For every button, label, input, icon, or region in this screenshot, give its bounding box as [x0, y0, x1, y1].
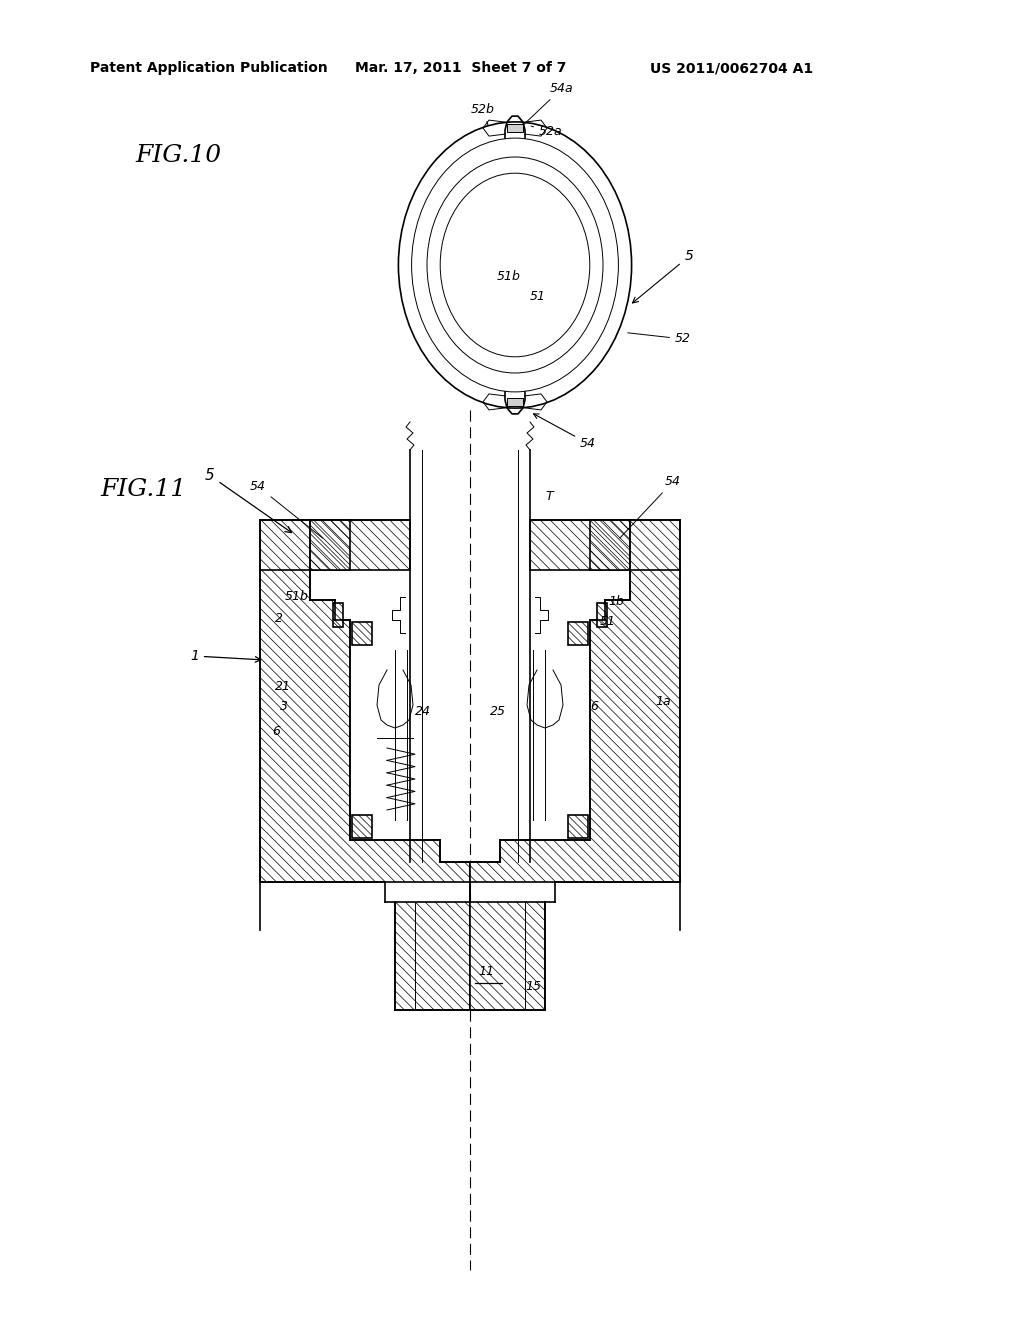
Text: 21: 21 — [275, 680, 291, 693]
Text: 54: 54 — [250, 480, 323, 539]
Text: 52b: 52b — [471, 103, 495, 125]
Polygon shape — [568, 622, 588, 645]
Text: Patent Application Publication: Patent Application Publication — [90, 61, 328, 75]
Polygon shape — [470, 520, 680, 1010]
Text: 6: 6 — [590, 700, 598, 713]
Bar — [507, 124, 523, 132]
Polygon shape — [310, 520, 350, 570]
Text: 25: 25 — [490, 705, 506, 718]
Text: 1b: 1b — [608, 595, 624, 609]
Text: 11: 11 — [478, 965, 494, 978]
Text: 24: 24 — [415, 705, 431, 718]
Polygon shape — [260, 520, 470, 1010]
Text: 5: 5 — [633, 249, 693, 304]
Text: 51b: 51b — [285, 590, 309, 603]
Text: 52: 52 — [628, 333, 691, 346]
Text: US 2011/0062704 A1: US 2011/0062704 A1 — [650, 61, 813, 75]
Text: Mar. 17, 2011  Sheet 7 of 7: Mar. 17, 2011 Sheet 7 of 7 — [355, 61, 566, 75]
Polygon shape — [352, 814, 372, 838]
Polygon shape — [333, 603, 343, 627]
Text: 1: 1 — [190, 649, 261, 663]
Text: T: T — [545, 490, 553, 503]
Text: 3: 3 — [280, 700, 288, 713]
Text: 51b: 51b — [497, 271, 521, 282]
Text: 51: 51 — [530, 290, 546, 304]
Polygon shape — [568, 814, 588, 838]
Polygon shape — [597, 603, 607, 627]
Polygon shape — [590, 520, 630, 570]
Text: 15: 15 — [525, 979, 541, 993]
Text: 6: 6 — [272, 725, 280, 738]
Text: 2: 2 — [275, 612, 283, 624]
Text: 54: 54 — [534, 413, 596, 450]
Text: 1a: 1a — [655, 696, 671, 708]
Polygon shape — [352, 622, 372, 645]
Text: FIG.10: FIG.10 — [135, 144, 221, 166]
Text: 5: 5 — [205, 469, 292, 532]
Text: 51: 51 — [600, 615, 616, 628]
Text: 52a: 52a — [531, 125, 562, 139]
Text: 54: 54 — [620, 475, 681, 539]
Bar — [507, 397, 523, 407]
Text: FIG.11: FIG.11 — [100, 479, 186, 502]
Text: 54a: 54a — [522, 82, 573, 127]
